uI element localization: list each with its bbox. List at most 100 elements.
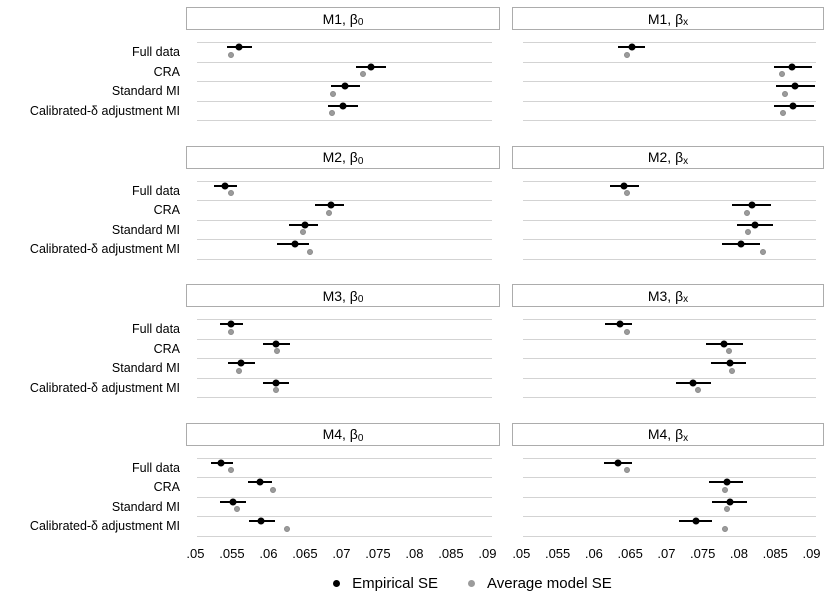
x-tick-label: .05 [512,546,531,561]
panel-title-subscript: 0 [357,17,364,28]
empirical-se-dot [614,459,622,466]
average-model-se-dot [623,190,630,196]
x-tick-label: .09 [802,546,821,561]
empirical-se-dot [628,43,636,51]
panel-title: M1, β [647,10,684,27]
plot-panel [512,42,824,121]
average-model-se-dot [228,328,235,335]
panel-title-subscript: x [683,17,689,28]
gridline [522,61,817,63]
gridline [196,258,493,260]
legend-item-average-model: Average model SE [468,575,612,592]
category-label: CRA [153,64,180,79]
plot-panel [512,319,824,398]
empirical-se-dot [272,379,280,386]
gridline [522,477,817,478]
gridline [522,516,817,517]
gridline [522,338,817,340]
category-label: Full data [132,460,180,475]
category-label: Calibrated-δ adjustment MI [29,103,180,118]
gridline [196,397,493,398]
gridline [522,120,817,121]
panel-title: M2, β [322,149,358,165]
average-model-se-dot [781,90,788,97]
gridline [522,100,817,102]
average-model-se-dot [725,348,732,354]
x-tick-label: .075 [690,546,716,561]
legend-average-model-label: Average model SE [487,574,612,592]
gridline [522,496,817,498]
average-model-se-dot [234,506,241,512]
empirical-se-dot [291,240,299,248]
average-model-se-dot [330,90,337,97]
category-label: Calibrated-δ adjustment MI [29,519,180,533]
panel-title-subscript: x [683,432,689,444]
average-model-se-dot [694,387,701,393]
category-label: Full data [132,45,180,59]
empirical-se-dot [751,221,759,228]
gridline [522,81,817,82]
empirical-se-dot [217,459,225,466]
empirical-se-dot [227,320,235,328]
gridline [196,81,493,82]
gridline [196,477,493,478]
empirical-se-dot [788,63,796,70]
plot-panel [186,180,500,260]
legend-empirical-label: Empirical SE [352,574,439,592]
gridline [522,219,817,221]
average-model-se-dot [272,387,279,393]
gridline [196,180,493,182]
average-model-se-dot [228,51,235,58]
panel-title: M4, β [322,426,358,442]
gridline [522,258,817,260]
panel-title: M3, β [647,287,684,304]
empirical-se-dot [616,320,624,328]
gridline [522,200,817,201]
average-model-se-dot [300,229,307,235]
gridline [196,239,493,240]
empirical-se-dot [301,221,309,228]
average-model-se-dot [269,486,276,493]
average-model-se-dot [228,467,235,473]
average-model-se-dot [778,71,785,77]
x-tick-label: .09 [478,546,497,561]
average-model-se-dot [236,367,243,374]
x-tick-label: .065 [292,546,318,561]
average-model-se-dot [743,209,750,216]
gridline [522,457,817,459]
average-model-se-dot [728,367,735,374]
plot-panel [512,180,824,260]
empirical-se-dot [235,43,243,51]
average-model-se-dot [274,348,281,354]
x-tick-label: .07 [332,546,351,561]
gridline [196,200,493,201]
plot-panel [186,457,500,537]
average-model-se-dot [328,110,335,116]
category-label: Calibrated-δ adjustment MI [29,380,180,395]
gridline [196,535,493,537]
x-tick-label: .075 [365,546,391,561]
x-tick-label: .05 [186,546,205,561]
empirical-se-dot [327,201,335,209]
gridline [522,180,817,182]
panel-title-subscript: x [683,294,689,305]
empirical-se-dot [620,182,628,189]
average-model-se-dot [724,506,731,512]
x-tick-label: .08 [729,546,748,561]
category-label: CRA [153,341,180,356]
empirical-se-dot [257,517,265,525]
empirical-se-dot [748,201,756,209]
category-label: Standard MI [111,361,180,375]
average-model-se-dot [283,525,290,532]
category-label: Standard MI [111,499,180,514]
gridline [522,319,817,320]
empirical-dot-marker [333,579,341,587]
panel-title-subscript: 0 [357,432,364,444]
